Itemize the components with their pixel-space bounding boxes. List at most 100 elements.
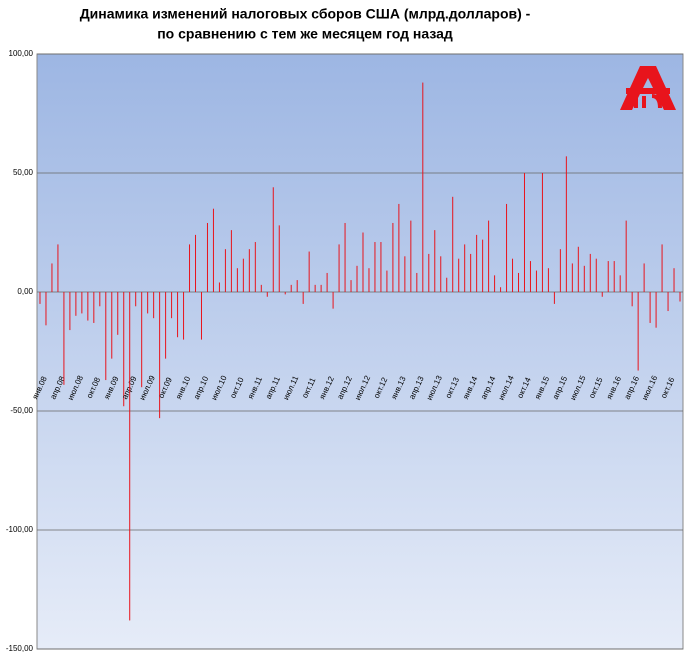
bar: [75, 292, 77, 316]
y-tick-label: -150,00: [6, 644, 34, 653]
bar: [625, 220, 627, 292]
plot-area: [36, 53, 684, 650]
bar: [183, 292, 185, 340]
bar: [165, 292, 167, 359]
bar: [649, 292, 651, 323]
bar: [392, 222, 394, 292]
bar: [434, 230, 436, 292]
bar: [308, 251, 310, 292]
bar: [248, 249, 250, 292]
bar: [254, 242, 256, 292]
bar: [374, 242, 376, 292]
bar: [242, 258, 244, 292]
bar: [619, 275, 621, 292]
bar: [177, 292, 179, 338]
bar: [344, 222, 346, 292]
bar: [195, 234, 197, 292]
bar: [428, 253, 430, 292]
bar: [673, 268, 675, 292]
bar: [189, 244, 191, 292]
bar: [655, 292, 657, 328]
bar: [63, 292, 65, 385]
bar: [123, 292, 125, 407]
bar: [350, 280, 352, 292]
bar: [356, 265, 358, 292]
y-tick-label: 100,00: [9, 49, 34, 58]
bar: [458, 258, 460, 292]
bar: [45, 292, 47, 326]
bar: [111, 292, 113, 359]
bar: [99, 292, 101, 307]
bar: [523, 173, 525, 292]
bar: [39, 292, 41, 304]
bar: [446, 277, 448, 292]
bar: [278, 225, 280, 292]
bar: [159, 292, 161, 419]
bar: [535, 270, 537, 292]
bar: [296, 280, 298, 292]
y-tick-label: -50,00: [10, 406, 33, 415]
bar: [135, 292, 137, 307]
bar: [464, 244, 466, 292]
bar: [171, 292, 173, 319]
bar: [93, 292, 95, 323]
chart-title: по сравнению с тем же месяцем год назад: [157, 26, 453, 42]
bar: [476, 234, 478, 292]
bar: [500, 287, 502, 292]
chart-title: Динамика изменений налоговых сборов США …: [80, 6, 531, 22]
bar: [416, 272, 418, 292]
bar: [583, 265, 585, 292]
bar: [452, 196, 454, 292]
bar: [236, 268, 238, 292]
bar: [200, 292, 202, 340]
bar: [529, 261, 531, 292]
bar: [661, 244, 663, 292]
bar: [559, 249, 561, 292]
bar: [51, 263, 53, 292]
bar: [613, 261, 615, 292]
bar: [404, 256, 406, 292]
bar: [679, 292, 681, 302]
bar: [69, 292, 71, 331]
bar: [368, 268, 370, 292]
bar: [141, 292, 143, 388]
bar: [332, 292, 334, 309]
bar: [230, 230, 232, 292]
bar: [667, 292, 669, 312]
bar: [320, 284, 322, 292]
bar: [362, 232, 364, 292]
y-tick-label: -100,00: [6, 525, 34, 534]
bar: [302, 292, 304, 304]
bar: [601, 292, 603, 297]
bar: [266, 292, 268, 297]
bar: [631, 292, 633, 307]
bar: [386, 270, 388, 292]
bar: [577, 246, 579, 292]
bar: [380, 242, 382, 292]
bar: [506, 203, 508, 292]
bar: [326, 272, 328, 292]
bar: [147, 292, 149, 314]
bar: [637, 292, 639, 371]
bar: [212, 208, 214, 292]
y-tick-label: 50,00: [13, 168, 34, 177]
bar: [518, 272, 520, 292]
bar: [260, 284, 262, 292]
bar: [272, 187, 274, 292]
y-tick-label: 0,00: [17, 287, 33, 296]
bar: [81, 292, 83, 314]
bar: [494, 275, 496, 292]
bar: [595, 258, 597, 292]
bar: [470, 253, 472, 292]
bar: [314, 284, 316, 292]
bar: [117, 292, 119, 335]
bar: [589, 253, 591, 292]
bar: [565, 156, 567, 292]
bar: [541, 173, 543, 292]
bar: [57, 244, 59, 292]
bar: [410, 220, 412, 292]
bar: [512, 258, 514, 292]
bar: [422, 82, 424, 292]
bar: [488, 220, 490, 292]
